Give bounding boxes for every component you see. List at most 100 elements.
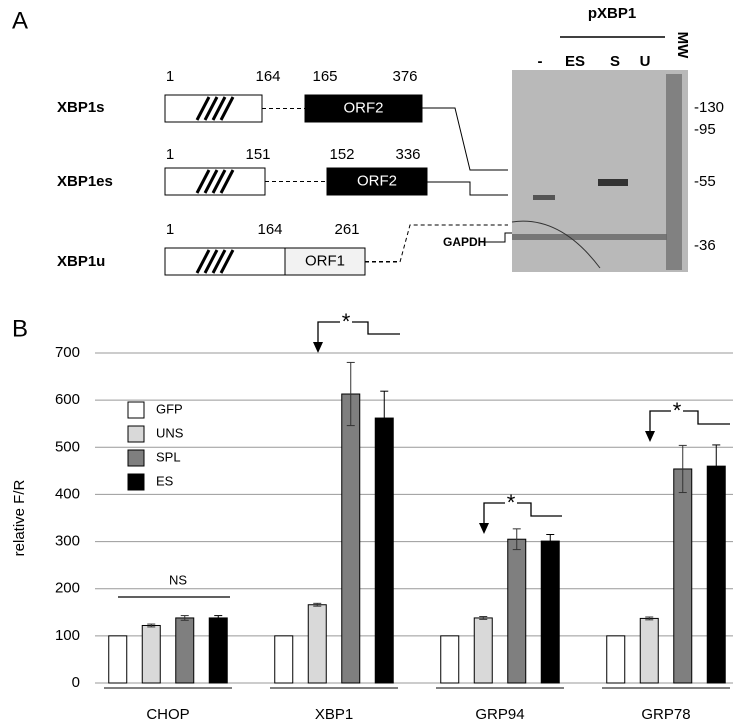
orf-label: ORF2 [343, 99, 383, 116]
bar [341, 393, 361, 684]
construct-name: XBP1es [57, 173, 113, 190]
orf-label: ORF1 [305, 252, 345, 269]
y-tick-label: 600 [55, 391, 80, 408]
y-tick-label: 400 [55, 485, 80, 502]
bar [473, 617, 493, 684]
panel-label: B [12, 315, 28, 342]
mw-label: MW [674, 32, 691, 59]
residue-position: 376 [392, 68, 417, 85]
y-tick-label: 500 [55, 438, 80, 455]
hatch [203, 169, 219, 194]
annotation: * [673, 398, 682, 423]
lane-label: - [538, 53, 543, 70]
annotation: * [507, 490, 516, 515]
gel-image [512, 70, 688, 272]
error-bar [712, 444, 721, 488]
orf-label: ORF2 [357, 172, 397, 189]
error-bar [678, 444, 687, 494]
bar [673, 468, 693, 684]
bar [440, 635, 460, 684]
y-tick-label: 200 [55, 580, 80, 597]
y-axis-label: relative F/R [11, 479, 28, 556]
bar [274, 635, 294, 684]
x-tick-label: CHOP [146, 706, 189, 723]
y-tick-label: 100 [55, 627, 80, 644]
x-tick-label: XBP1 [315, 706, 353, 723]
gapdh-pointer [483, 232, 512, 243]
mw-marker: -95 [694, 121, 716, 138]
x-tick-label: GRP94 [475, 706, 524, 723]
construct-name: XBP1s [57, 99, 105, 116]
error-bar [313, 602, 322, 607]
hatch [219, 96, 235, 121]
mw-lane [666, 74, 682, 270]
connector [365, 224, 508, 263]
bar [706, 465, 726, 684]
bar [208, 617, 228, 684]
residue-position: 164 [257, 221, 282, 238]
error-bar [512, 528, 521, 551]
hatch [211, 249, 227, 274]
residue-position: 164 [255, 68, 280, 85]
legend-swatch [127, 473, 145, 491]
bar [108, 635, 128, 684]
legend-label: SPL [156, 449, 181, 464]
panel-label: A [12, 7, 28, 34]
gel-artifact [511, 220, 601, 269]
bar [639, 617, 659, 684]
hatch [203, 96, 219, 121]
significance-brackets [118, 321, 730, 598]
residue-position: 151 [245, 146, 270, 163]
gel-title: pXBP1 [588, 5, 636, 22]
mw-marker: -130 [694, 99, 724, 116]
hatch [195, 249, 211, 274]
residue-position: 1 [166, 68, 174, 85]
bar [606, 635, 626, 684]
hatch [195, 96, 211, 121]
bar [507, 538, 527, 684]
orf-box [284, 247, 366, 276]
y-tick-label: 700 [55, 344, 80, 361]
bar [307, 604, 327, 684]
connector [427, 181, 508, 196]
lane-label: S [610, 53, 620, 70]
mw-marker: -55 [694, 173, 716, 190]
lane-label: U [640, 53, 651, 70]
error-bar [479, 616, 488, 620]
error-bar [180, 615, 189, 621]
gel-band [598, 179, 628, 186]
residue-position: 261 [334, 221, 359, 238]
residue-position: 336 [395, 146, 420, 163]
mw-marker: -36 [694, 237, 716, 254]
orf-box [304, 94, 423, 123]
hatch [203, 249, 219, 274]
residue-position: 1 [166, 146, 174, 163]
lane-label: ES [565, 53, 585, 70]
gel-band [512, 234, 667, 240]
error-bar [645, 616, 654, 621]
legend-swatch [127, 401, 145, 419]
residue-position: 152 [329, 146, 354, 163]
residue-position: 1 [166, 221, 174, 238]
error-bar [346, 361, 355, 427]
x-tick-label: GRP78 [641, 706, 690, 723]
arrowheads [313, 342, 655, 534]
hatch [219, 249, 235, 274]
legend-label: GFP [156, 401, 183, 416]
hatch [211, 169, 227, 194]
y-tick-label: 0 [72, 674, 80, 691]
hatch [195, 169, 211, 194]
error-bar [546, 534, 555, 549]
legend-label: ES [156, 473, 174, 488]
legend-label: UNS [156, 425, 184, 440]
y-tick-label: 300 [55, 533, 80, 550]
error-bar [380, 390, 389, 446]
gel-band [533, 195, 555, 200]
bar [141, 624, 161, 684]
construct-name: XBP1u [57, 253, 105, 270]
bar [374, 417, 394, 684]
error-bar [214, 615, 223, 621]
loading-control: GAPDH [443, 235, 486, 249]
residue-position: 165 [312, 68, 337, 85]
